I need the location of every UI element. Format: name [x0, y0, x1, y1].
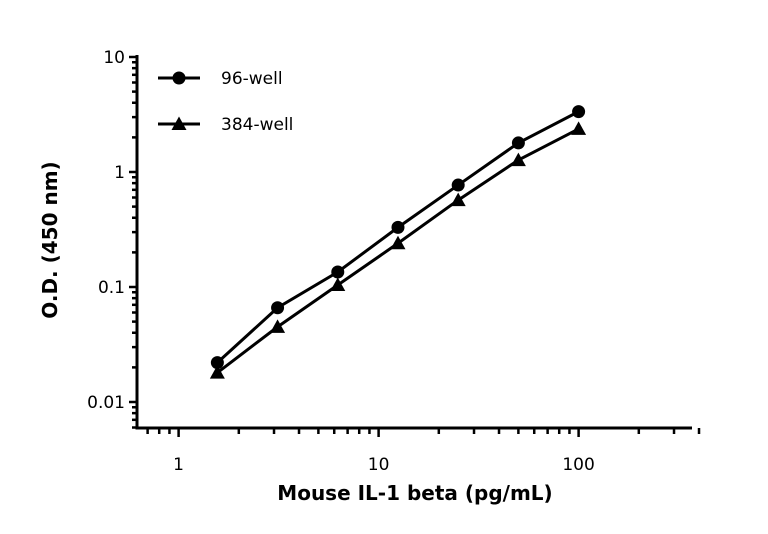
legend-label: 96-well	[221, 69, 283, 89]
data-point	[390, 235, 406, 250]
data-point	[572, 105, 586, 119]
data-point	[271, 301, 285, 315]
data-point	[391, 220, 405, 234]
y-tick-label: 1	[114, 163, 125, 183]
y-tick-label: 10	[103, 48, 125, 68]
x-tick-label: 1	[173, 455, 184, 475]
series-group	[209, 105, 587, 379]
legend-marker	[172, 71, 186, 85]
legend: 96-well 384-well	[158, 69, 293, 135]
data-point	[270, 319, 286, 333]
legend-marker	[171, 116, 187, 130]
legend-label: 384-well	[221, 115, 293, 135]
y-tick-label: 0.01	[87, 393, 125, 413]
x-axis-title: Mouse IL-1 beta (pg/mL)	[277, 481, 552, 505]
data-point	[331, 265, 345, 279]
data-point	[330, 277, 346, 292]
legend-item: 96-well	[158, 69, 283, 89]
y-tick-label: 0.1	[98, 278, 125, 298]
series-384-well	[209, 121, 587, 379]
axes: 0.01 0.1 1 10 1 10 100	[87, 48, 701, 475]
x-tick-label: 10	[368, 455, 390, 475]
x-tick-label: 100	[562, 455, 594, 475]
series-96-well	[210, 105, 586, 370]
data-point	[209, 365, 225, 379]
data-point	[450, 192, 466, 207]
data-point	[210, 356, 224, 370]
data-point	[510, 152, 526, 167]
y-axis-title: O.D. (450 nm)	[38, 161, 62, 318]
data-point	[511, 136, 525, 150]
data-point	[571, 121, 587, 135]
data-point	[451, 178, 465, 192]
legend-item: 384-well	[158, 115, 293, 135]
